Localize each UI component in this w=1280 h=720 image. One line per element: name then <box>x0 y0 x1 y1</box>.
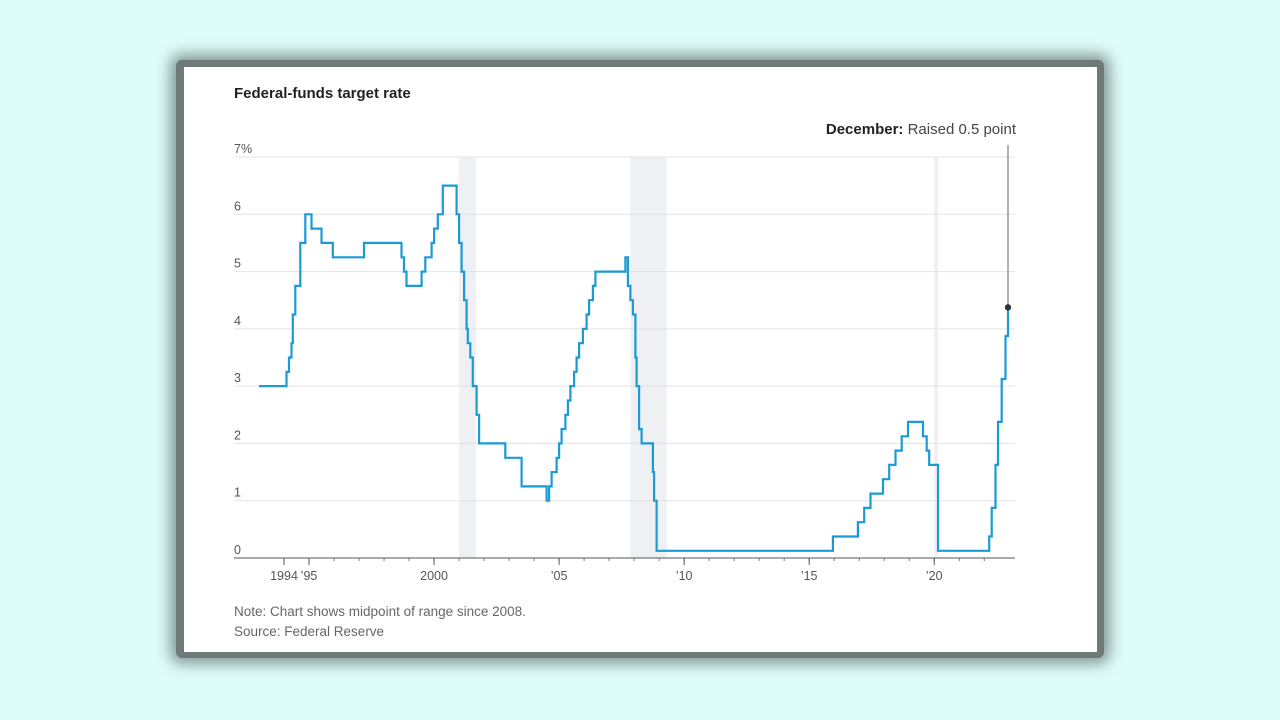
annotation-label: December: Raised 0.5 point <box>826 121 1017 138</box>
annotation-marker <box>1004 304 1012 311</box>
y-tick-label-3: 3 <box>234 371 241 385</box>
x-tick-label-1995: ’95 <box>301 569 318 583</box>
x-tick-label-2015: ’15 <box>801 569 818 583</box>
y-tick-label-7: 7% <box>234 142 252 156</box>
x-tick-label-2010: ’10 <box>676 569 693 583</box>
chart-title: Federal-funds target rate <box>234 85 411 102</box>
y-tick-label-6: 6 <box>234 199 241 213</box>
chart-source: Source: Federal Reserve <box>234 624 385 639</box>
chart-note: Note: Chart shows midpoint of range sinc… <box>234 604 526 619</box>
y-tick-label-1: 1 <box>234 486 241 500</box>
y-tick-label-2: 2 <box>234 428 241 442</box>
series-line-0 <box>259 184 1010 552</box>
annotation-text: Raised 0.5 point <box>903 121 1016 138</box>
y-tick-label-5: 5 <box>234 257 241 271</box>
annotation-bold: December: <box>826 121 904 138</box>
recession-band-2 <box>934 157 938 558</box>
x-tick-label-2020: ’20 <box>926 569 943 583</box>
chart-card: Federal-funds target rate 0 1 2 3 4 5 6 7% 1994’… <box>184 67 1097 652</box>
rate-chart: 0 1 2 3 4 5 6 7% 1994’95 2000 ’05 ’10 ’15 ’20 December… <box>234 121 1017 583</box>
x-tick-label-2000: 2000 <box>420 569 448 583</box>
y-tick-label-0: 0 <box>234 543 241 557</box>
recession-band-0 <box>459 157 476 558</box>
x-tick-label-1994: 1994 <box>270 569 298 583</box>
x-tick-label-2005: ’05 <box>551 569 568 583</box>
y-tick-label-4: 4 <box>234 314 241 328</box>
